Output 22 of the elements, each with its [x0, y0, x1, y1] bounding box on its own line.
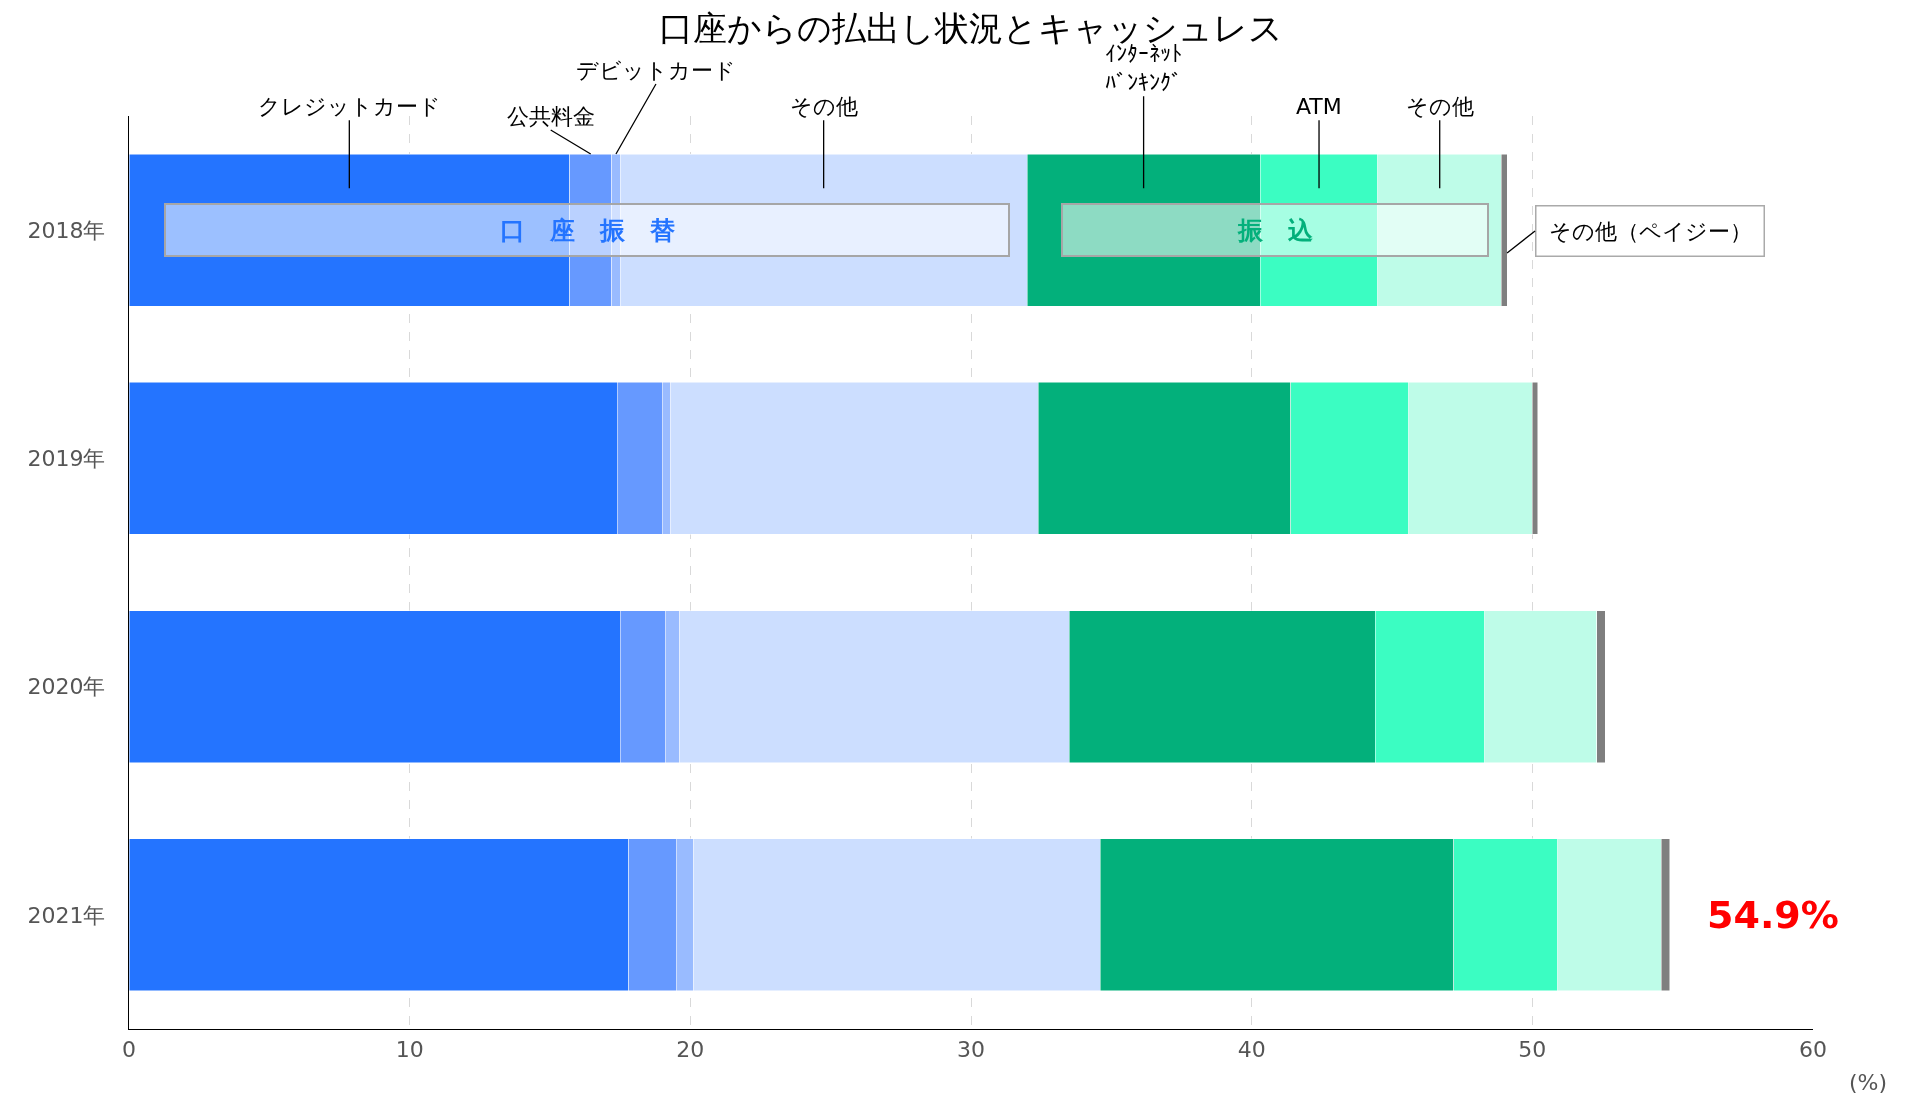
series-label: 公共料金	[507, 104, 595, 129]
y-tick-label: 2020年	[27, 674, 106, 700]
series-label: クレジットカード	[258, 94, 441, 119]
x-tick-label: 40	[1237, 1036, 1266, 1062]
text: デビットカード	[576, 58, 736, 83]
text: (%)	[1849, 1070, 1888, 1095]
x-tick-label: 60	[1799, 1036, 1827, 1062]
annotation: 54.9%	[1707, 893, 1839, 937]
annotation: 振 込	[1237, 215, 1313, 245]
series-label: その他	[790, 94, 858, 119]
y-tick-label: 2021年	[27, 902, 106, 928]
y-tick-label: 2019年	[27, 446, 106, 472]
x-tick-label: 20	[676, 1036, 705, 1062]
y-tick-label: 2018年	[27, 217, 106, 243]
series-label: ATM	[1296, 94, 1342, 119]
x-tick-label: 30	[957, 1036, 985, 1062]
x-tick-label: 10	[395, 1036, 424, 1062]
x-tick-label: 50	[1518, 1036, 1547, 1062]
caption-box: 振 込	[1061, 203, 1489, 257]
series-label: その他	[1406, 94, 1474, 119]
x-tick-label: 0	[122, 1036, 136, 1062]
series-label: その他（ペイジー）	[1548, 218, 1752, 244]
